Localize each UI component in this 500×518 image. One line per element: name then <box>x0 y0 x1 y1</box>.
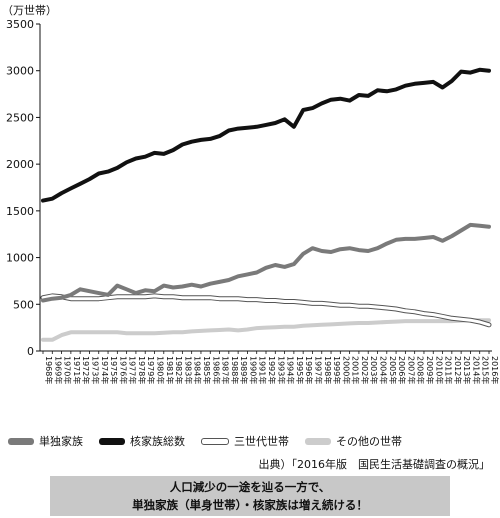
legend: 単独家族 核家族総数 三世代世帯 その他の世帯 <box>8 431 498 451</box>
x-tick-label: 2007年 <box>406 356 416 384</box>
y-axis: 0 500 1000 1500 2000 2500 3000 3500 <box>6 18 41 358</box>
x-tick-label: 1999年 <box>332 356 342 384</box>
x-tick-label: 2009年 <box>425 356 435 384</box>
summary-banner: 人口減少の一途を辿る一方で、 単独家族（単身世帯）・核家族は増え続ける！ <box>50 476 450 516</box>
x-tick-label: 1980年 <box>156 356 166 384</box>
legend-swatch-three-gen <box>201 437 229 445</box>
x-tick-label: 2000年 <box>341 356 351 384</box>
source-citation: 出典）「2016年版 国民生活基礎調査の概況」 <box>258 458 491 471</box>
x-tick-label: 2004年 <box>379 356 389 384</box>
x-tick-label: 2011年 <box>444 356 454 384</box>
x-tick-label: 2002年 <box>360 356 370 384</box>
series-line-0 <box>41 222 491 303</box>
x-tick-label: 1998年 <box>323 356 333 384</box>
banner-line-1: 人口減少の一途を辿る一方で、 <box>169 480 331 494</box>
x-tick-label: 1968年 <box>44 356 54 384</box>
x-tick-label: 1991年 <box>258 356 268 384</box>
x-tick-label: 2014年 <box>471 356 481 384</box>
x-tick-label: 1970年 <box>63 356 73 384</box>
x-tick-label: 1995年 <box>295 356 305 384</box>
series-layer <box>40 67 492 342</box>
x-tick-label: 1996年 <box>304 356 314 384</box>
legend-swatch-nuclear <box>99 437 125 445</box>
series-line-2 <box>41 294 491 327</box>
y-tick-label: 1500 <box>6 205 34 218</box>
x-tick-label: 1987年 <box>221 356 231 384</box>
x-tick-label: 2005年 <box>388 356 398 384</box>
x-tick-label: 1994年 <box>286 356 296 384</box>
x-tick-label: 1973年 <box>90 356 100 384</box>
x-tick-label: 1972年 <box>81 356 91 384</box>
x-tick-label: 1976年 <box>118 356 128 384</box>
x-tick-label: 1971年 <box>72 356 82 384</box>
x-tick-label: 1982年 <box>174 356 184 384</box>
y-tick-label: 2500 <box>6 111 34 124</box>
x-tick-label: 1981年 <box>165 356 175 384</box>
x-tick-label: 2001年 <box>351 356 361 384</box>
x-tick-label: 2015年 <box>481 356 491 384</box>
legend-label-nuclear: 核家族総数 <box>130 435 185 448</box>
series-line-1 <box>41 67 491 203</box>
legend-item-single: 単独家族 <box>8 433 83 449</box>
x-tick-label: 1983年 <box>183 356 193 384</box>
legend-swatch-single <box>8 437 34 445</box>
banner-line-2: 単独家族（単身世帯）・核家族は増え続ける！ <box>132 498 368 512</box>
x-tick-label: 2006年 <box>397 356 407 384</box>
y-tick-label: 1000 <box>6 252 34 265</box>
x-tick-label: 2016年 <box>490 356 500 384</box>
legend-label-three-gen: 三世代世帯 <box>234 435 289 448</box>
y-tick-label: 0 <box>27 345 34 358</box>
y-tick-label: 3000 <box>6 65 34 78</box>
x-tick-label: 1992年 <box>267 356 277 384</box>
x-tick-label: 2008年 <box>416 356 426 384</box>
legend-item-other: その他の世帯 <box>305 433 402 449</box>
y-tick-label: 3500 <box>6 18 34 31</box>
legend-item-three-gen: 三世代世帯 <box>201 433 289 449</box>
y-tick-label: 2000 <box>6 158 34 171</box>
x-tick-label: 1997年 <box>313 356 323 384</box>
x-tick-label: 1988年 <box>230 356 240 384</box>
x-tick-label: 2010年 <box>434 356 444 384</box>
legend-item-nuclear: 核家族総数 <box>99 433 185 449</box>
x-tick-label: 1990年 <box>248 356 258 384</box>
x-tick-label: 1974年 <box>100 356 110 384</box>
x-tick-label: 2003年 <box>369 356 379 384</box>
legend-label-other: その他の世帯 <box>336 435 402 448</box>
y-unit-label: （万世帯） <box>2 4 57 17</box>
x-tick-label: 1989年 <box>239 356 249 384</box>
series-line-3 <box>41 318 491 342</box>
x-tick-label: 1978年 <box>137 356 147 384</box>
x-axis: 1968年 1969年 1970年 1971年 1972年 1973年 1974年 1975年… <box>40 350 500 384</box>
x-tick-label: 1984年 <box>193 356 203 384</box>
x-tick-label: 1969年 <box>53 356 63 384</box>
legend-swatch-other <box>305 437 331 445</box>
y-tick-label: 500 <box>13 298 34 311</box>
x-tick-label: 1986年 <box>211 356 221 384</box>
legend-label-single: 単独家族 <box>39 435 83 448</box>
x-tick-label: 1977年 <box>128 356 138 384</box>
x-tick-label: 2013年 <box>462 356 472 384</box>
x-tick-label: 1993年 <box>276 356 286 384</box>
x-tick-label: 1979年 <box>146 356 156 384</box>
x-tick-label: 1975年 <box>109 356 119 384</box>
x-tick-label: 2012年 <box>453 356 463 384</box>
x-tick-label: 1985年 <box>202 356 212 384</box>
